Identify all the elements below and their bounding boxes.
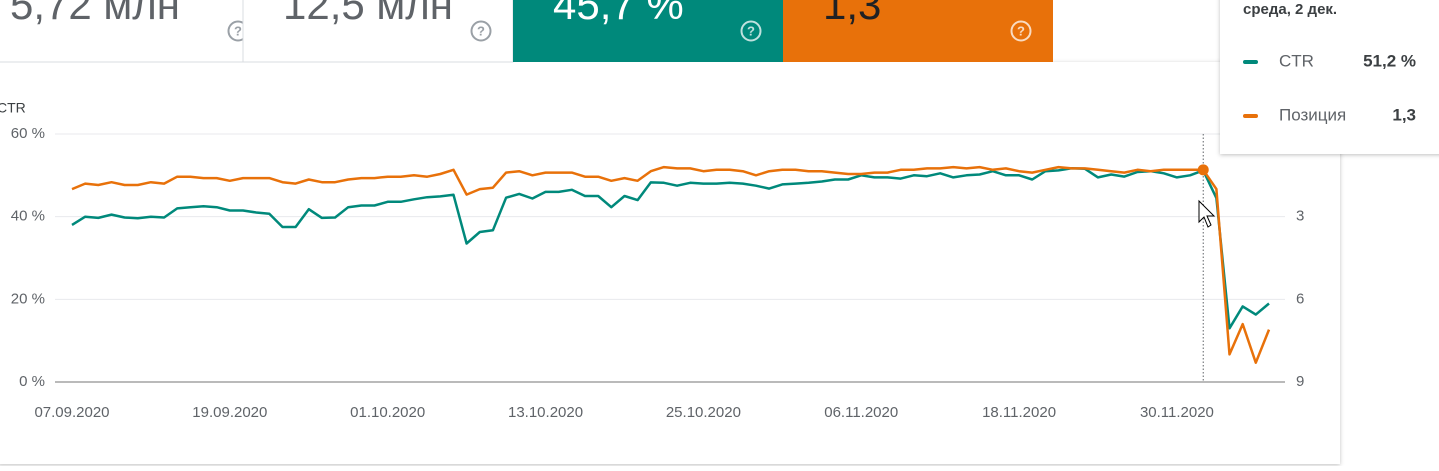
x-tick-label: 25.10.2020: [666, 404, 741, 421]
card: [0, 0, 271, 63]
tooltip-value: 51,2 %: [1363, 51, 1416, 70]
tooltip-series-name: CTR: [1279, 51, 1314, 70]
series-line: [71, 165, 1271, 364]
y-axis-title: CTR: [0, 100, 26, 116]
help-icon: [1010, 20, 1032, 42]
x-tick-label: 06.11.2020: [824, 404, 898, 421]
y-tick-label: 0 %: [19, 373, 45, 390]
tooltip-box: [1220, 0, 1439, 154]
tooltip-series-name: Позиция: [1279, 105, 1346, 124]
y2-tick-label: 3: [1296, 208, 1304, 225]
help-icon-glyph: ?: [477, 23, 485, 38]
hover-point: [1197, 164, 1209, 176]
card-value: 12,5 млн: [283, 0, 453, 28]
card-value: 1,3: [823, 0, 881, 28]
y2-tick-label: 9: [1296, 373, 1304, 390]
y2-tick-label: 6: [1296, 290, 1304, 307]
tooltip-value: 1,3: [1392, 105, 1416, 124]
y-tick-label: 40 %: [11, 208, 45, 225]
x-tick-label: 19.09.2020: [192, 404, 267, 421]
help-icon: [470, 20, 492, 42]
help-icon-glyph: ?: [234, 23, 242, 38]
tooltip-date: среда, 2 дек.: [1243, 1, 1337, 18]
y-tick-label: 20 %: [11, 290, 45, 307]
card: [783, 0, 1053, 62]
chart-panel: [0, 62, 1340, 464]
x-tick-label: 30.11.2020: [1140, 404, 1214, 421]
y-tick-label: 60 %: [11, 125, 45, 142]
card: [242, 0, 514, 63]
card-value: 45,7 %: [553, 0, 684, 28]
help-icon: [740, 20, 762, 42]
tooltip: среда, 2 дек. CTR 51,2 % Позиция 1,3: [1220, 0, 1439, 154]
x-tick-label: 07.09.2020: [34, 404, 109, 421]
x-tick-label: 13.10.2020: [508, 404, 583, 421]
help-icon-glyph: ?: [747, 23, 755, 38]
help-icon-glyph: ?: [1017, 23, 1025, 38]
x-tick-label: 01.10.2020: [350, 404, 425, 421]
cards: 5,72 млн? 12,5 млн? 45,7 %? 1,3?: [0, 0, 1053, 63]
card: [513, 0, 783, 62]
x-tick-label: 18.11.2020: [982, 404, 1056, 421]
card-value: 5,72 млн: [10, 0, 180, 28]
cursor: [1198, 199, 1216, 228]
